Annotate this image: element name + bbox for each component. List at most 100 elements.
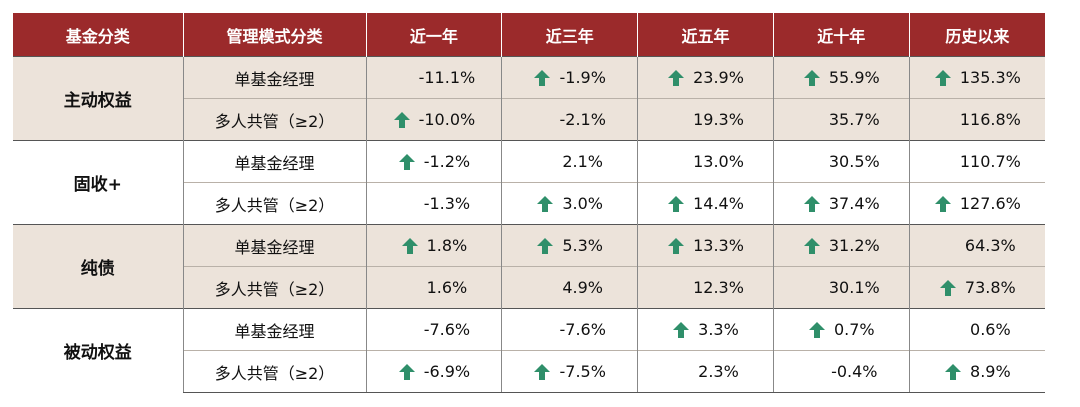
header-3y: 近三年 bbox=[501, 13, 638, 57]
return-value: 14.4% bbox=[638, 194, 773, 213]
return-value-text: 135.3% bbox=[959, 68, 1021, 87]
return-value-cell: 35.7% bbox=[772, 98, 910, 141]
return-value-text: -7.6% bbox=[423, 320, 471, 339]
return-value-text: 3.0% bbox=[562, 194, 604, 213]
return-value-cell: 23.9% bbox=[637, 56, 774, 99]
management-mode-cell: 单基金经理 bbox=[182, 56, 366, 99]
return-value-text: -2.1% bbox=[559, 110, 606, 129]
return-value: 19.3% bbox=[638, 110, 773, 129]
return-value: 31.2% bbox=[774, 236, 909, 255]
return-value-cell: 19.3% bbox=[637, 98, 774, 141]
table-row: 多人共管（≥2） 1.6% 4.9% 12.3% 30.1% 73.8% bbox=[13, 266, 1045, 309]
return-value-text: 110.7% bbox=[959, 152, 1021, 171]
return-value: 35.7% bbox=[774, 110, 909, 129]
return-value: 135.3% bbox=[910, 68, 1045, 87]
table-row: 被动权益 单基金经理 -7.6% -7.6% 3.3% 0.7% 0.6% bbox=[13, 308, 1045, 393]
return-value-cell: 127.6% bbox=[908, 182, 1045, 225]
return-value-cell: -11.1% bbox=[365, 56, 502, 99]
return-value-text: -11.1% bbox=[418, 68, 476, 87]
return-value-text: 12.3% bbox=[693, 278, 744, 297]
return-value: 64.3% bbox=[910, 236, 1045, 255]
return-value-cell: -2.1% bbox=[501, 98, 638, 141]
return-value-cell: -10.0% bbox=[365, 98, 502, 141]
return-value-text: 37.4% bbox=[828, 194, 880, 213]
arrow-up-icon bbox=[533, 363, 551, 381]
return-value: 116.8% bbox=[910, 110, 1045, 129]
return-value-cell: 30.1% bbox=[772, 266, 910, 309]
arrow-up-icon bbox=[667, 69, 685, 87]
return-value: 55.9% bbox=[774, 68, 909, 87]
arrow-up-icon bbox=[944, 363, 962, 381]
return-value: 30.1% bbox=[774, 278, 909, 297]
return-value-cell: 110.7% bbox=[908, 140, 1045, 183]
return-value-text: -6.9% bbox=[423, 362, 471, 381]
table-row: 固收+ 单基金经理 -1.2% 2.1% 13.0% 30.5% 110.7% bbox=[13, 140, 1045, 225]
arrow-up-icon bbox=[536, 237, 554, 255]
return-value-text: 2.1% bbox=[562, 152, 604, 171]
management-mode-cell: 多人共管（≥2） bbox=[182, 182, 366, 225]
arrow-up-icon bbox=[667, 237, 685, 255]
arrow-up-icon bbox=[934, 69, 952, 87]
return-value-cell: 73.8% bbox=[908, 266, 1045, 309]
arrow-up-icon bbox=[803, 237, 821, 255]
return-value-text: 64.3% bbox=[964, 236, 1016, 255]
return-value: -6.9% bbox=[367, 362, 502, 381]
return-value: 110.7% bbox=[910, 152, 1045, 171]
return-value-text: 0.7% bbox=[833, 320, 875, 339]
table-row: 多人共管（≥2） -10.0% -2.1% 19.3% 35.7% 116.8% bbox=[13, 98, 1045, 141]
fund-category-cell: 被动权益 bbox=[13, 308, 183, 393]
return-value-text: -1.2% bbox=[423, 152, 471, 171]
fund-category-cell: 主动权益 bbox=[13, 56, 183, 141]
return-value: 1.6% bbox=[367, 278, 502, 297]
table-body: 主动权益 单基金经理 -11.1% -1.9% 23.9% 55.9% 135.3% 多人共管… bbox=[13, 56, 1045, 393]
return-value-text: 73.8% bbox=[964, 278, 1016, 297]
return-value-text: 30.5% bbox=[828, 152, 880, 171]
return-value: 1.8% bbox=[367, 236, 502, 255]
return-value-text: 4.9% bbox=[562, 278, 604, 297]
return-value-cell: 12.3% bbox=[637, 266, 774, 309]
return-value-text: -7.6% bbox=[559, 320, 606, 339]
fund-category-cell: 固收+ bbox=[13, 140, 183, 225]
return-value-cell: 116.8% bbox=[908, 98, 1045, 141]
return-value: 12.3% bbox=[638, 278, 773, 297]
return-value-text: -0.4% bbox=[831, 362, 878, 381]
return-value-cell: 3.0% bbox=[501, 182, 638, 225]
arrow-up-icon bbox=[934, 195, 952, 213]
return-value-text: 13.3% bbox=[693, 236, 744, 255]
return-value-cell: 30.5% bbox=[772, 140, 910, 183]
return-value-cell: 1.6% bbox=[365, 266, 502, 309]
fund-category-cell: 纯债 bbox=[13, 224, 183, 309]
fund-performance-table-container: 基金分类 管理模式分类 近一年 近三年 近五年 近十年 历史以来 主动权益 单基金… bbox=[13, 13, 1045, 393]
return-value: 3.0% bbox=[502, 194, 637, 213]
return-value: 5.3% bbox=[502, 236, 637, 255]
return-value-text: 1.8% bbox=[426, 236, 468, 255]
management-mode-cell: 单基金经理 bbox=[182, 308, 366, 351]
return-value: 13.0% bbox=[638, 152, 773, 171]
return-value-cell: -1.2% bbox=[365, 140, 502, 183]
return-value-text: 35.7% bbox=[828, 110, 880, 129]
return-value: -7.6% bbox=[367, 320, 502, 339]
arrow-up-icon bbox=[667, 195, 685, 213]
return-value: -7.5% bbox=[502, 362, 637, 381]
arrow-up-icon bbox=[398, 153, 416, 171]
return-value-text: -1.9% bbox=[559, 68, 606, 87]
return-value-text: 1.6% bbox=[426, 278, 468, 297]
arrow-up-icon bbox=[398, 363, 416, 381]
management-mode-cell: 多人共管（≥2） bbox=[182, 98, 366, 141]
return-value-text: 13.0% bbox=[693, 152, 744, 171]
return-value-text: 55.9% bbox=[828, 68, 880, 87]
return-value-text: 19.3% bbox=[693, 110, 744, 129]
arrow-up-icon bbox=[536, 195, 554, 213]
return-value: -0.4% bbox=[774, 362, 909, 381]
return-value-cell: -7.6% bbox=[501, 308, 638, 351]
return-value: -1.2% bbox=[367, 152, 502, 171]
return-value-text: 116.8% bbox=[959, 110, 1021, 129]
return-value-text: 8.9% bbox=[970, 362, 1011, 381]
header-management-mode: 管理模式分类 bbox=[182, 13, 366, 57]
fund-performance-table: 基金分类 管理模式分类 近一年 近三年 近五年 近十年 历史以来 主动权益 单基金… bbox=[13, 13, 1045, 393]
return-value-cell: -0.4% bbox=[772, 350, 910, 393]
return-value: -1.3% bbox=[367, 194, 502, 213]
table-row: 多人共管（≥2） -1.3% 3.0% 14.4% 37.4% 127.6% bbox=[13, 182, 1045, 225]
management-mode-cell: 单基金经理 bbox=[182, 140, 366, 183]
return-value-cell: 2.3% bbox=[637, 350, 774, 393]
